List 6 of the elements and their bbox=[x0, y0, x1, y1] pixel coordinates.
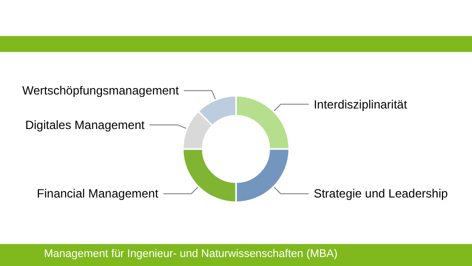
slice-label: Digitales Management bbox=[25, 118, 146, 132]
slice-label: Wertschöpfungsmanagement bbox=[22, 84, 180, 98]
text: Management für Ingenieur- und Naturwissenschaften (MBA) bbox=[44, 248, 338, 260]
slice-label: Interdisziplinarität bbox=[314, 97, 408, 112]
slice-label: Strategie und Leadership bbox=[314, 186, 448, 201]
slice-label: Financial Management bbox=[36, 186, 159, 201]
